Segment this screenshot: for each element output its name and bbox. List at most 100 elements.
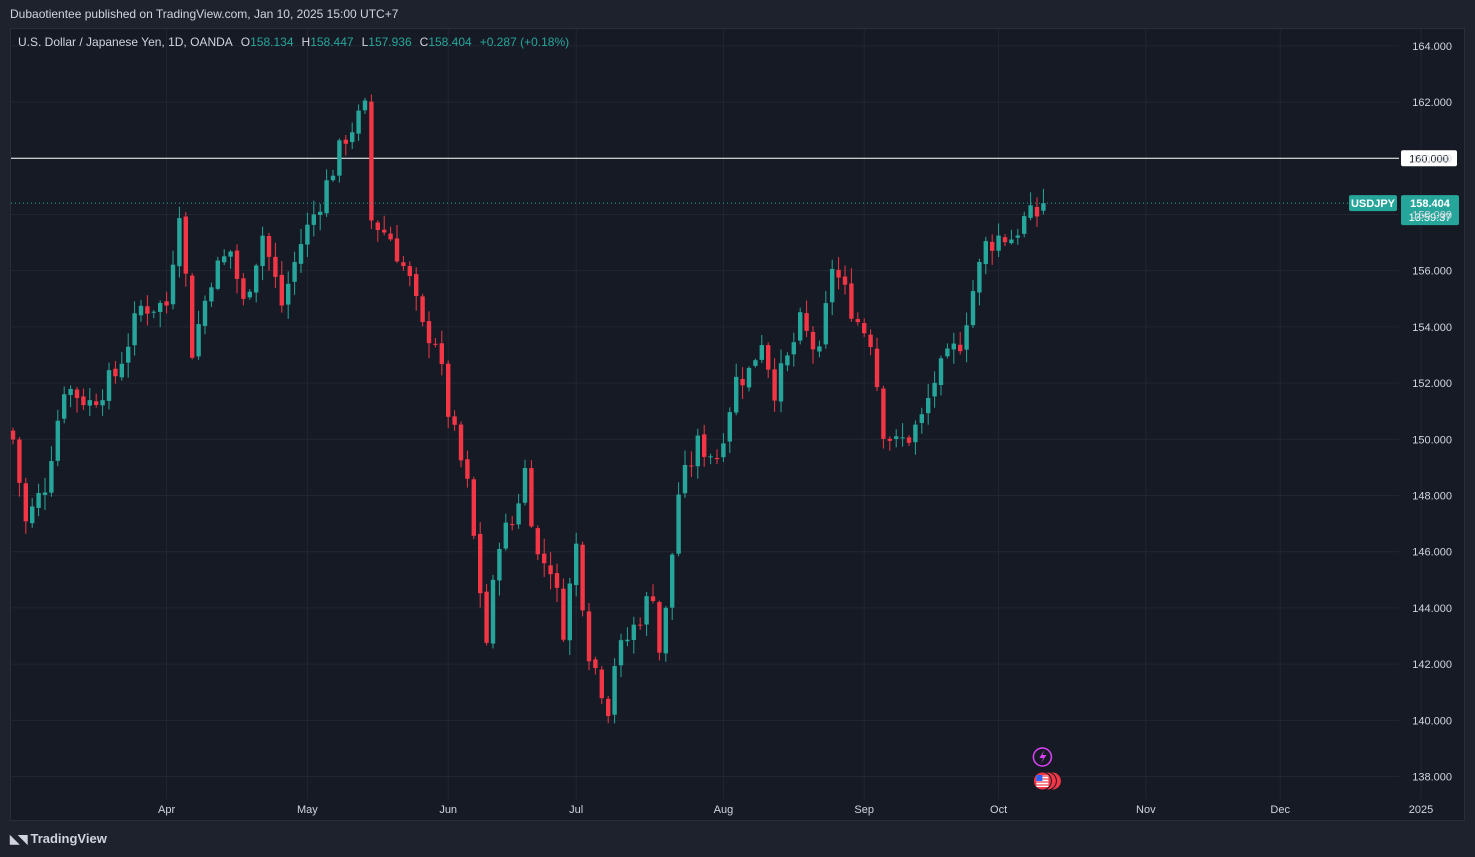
time-axis[interactable]: Apr May Jun Jul Aug Sep Oct Nov Dec 2025 — [158, 804, 1433, 816]
candle-bear — [23, 483, 28, 522]
candle-bull — [362, 100, 368, 111]
candle-bear — [580, 544, 585, 611]
price-tick-label: 162.000 — [1412, 97, 1452, 109]
candle-bull — [42, 492, 48, 495]
candle-bear — [241, 278, 246, 299]
candle-bull — [618, 640, 624, 666]
candle-bear — [478, 534, 483, 594]
candle-bear — [369, 101, 374, 221]
candle-bull — [919, 414, 924, 424]
symbol-badge — [1349, 195, 1397, 212]
candle-bear — [862, 323, 867, 334]
candle-bull — [983, 241, 988, 265]
candle-bear — [81, 396, 86, 406]
candle-bear — [113, 368, 118, 377]
candle-bear — [772, 369, 777, 401]
candle-bull — [1009, 239, 1014, 244]
level-160-label: 160.000 — [1409, 153, 1449, 165]
time-tick-label: Oct — [990, 804, 1007, 816]
candle-bull — [286, 283, 291, 305]
candle-bull — [177, 218, 182, 267]
event-markers[interactable] — [1032, 747, 1062, 791]
candle-bear — [855, 319, 860, 323]
candle-bear — [740, 378, 745, 386]
candle-bear — [388, 233, 393, 240]
tradingview-brand[interactable]: ◣◥ TradingView — [10, 831, 107, 846]
candle-bull — [1041, 203, 1046, 211]
candle-bear — [990, 241, 995, 251]
candle-bull — [625, 639, 630, 642]
candle-bear — [234, 250, 240, 279]
candle-bull — [574, 543, 579, 586]
time-tick-label: Jun — [439, 804, 457, 816]
candle-bull — [324, 180, 329, 214]
symbol-description: U.S. Dollar / Japanese Yen, 1D, OANDA — [18, 35, 233, 49]
grid — [11, 29, 1422, 799]
candle-bull — [318, 211, 323, 215]
tradingview-logo-icon: ◣◥ — [10, 831, 27, 846]
candle-bear — [10, 430, 16, 440]
candle-bear — [394, 238, 400, 262]
candle-bear — [657, 601, 662, 653]
time-tick-label: Aug — [714, 804, 734, 816]
price-tick-label: 164.000 — [1412, 41, 1452, 53]
high-label: H — [301, 35, 311, 49]
price-tick-label: 158.000 — [1412, 209, 1452, 221]
candle-bull — [356, 110, 361, 134]
candle-bear — [606, 698, 611, 717]
candle-bull — [298, 244, 304, 264]
candle-bear — [420, 296, 425, 323]
candle-bear — [273, 256, 278, 277]
candle-bull — [695, 435, 700, 467]
candle-bull — [222, 256, 227, 263]
candle-bear — [849, 283, 854, 319]
candle-bull — [1022, 216, 1027, 234]
candle-bear — [484, 591, 489, 643]
price-axis[interactable]: 164.000 162.000 160.000 158.000 156.000 154.0… — [1412, 41, 1452, 784]
time-tick-label: Dec — [1270, 804, 1290, 816]
candle-bull — [708, 456, 713, 458]
published-header: Dubaotientee published on TradingView.co… — [0, 0, 1475, 28]
horizontal-line[interactable]: 160.000 — [11, 150, 1457, 167]
candle-bear — [702, 434, 707, 458]
candle-bull — [311, 214, 316, 225]
flag-canton — [1036, 775, 1043, 781]
price-tick-label: 138.000 — [1412, 772, 1452, 784]
candle-bull — [36, 493, 41, 508]
candle-bear — [714, 458, 720, 460]
candle-bear — [510, 524, 515, 526]
candle-bull — [644, 596, 649, 625]
candle-bear — [164, 301, 169, 306]
candle-bull — [202, 300, 208, 326]
candle-bull — [87, 400, 92, 406]
candle-bear — [548, 565, 553, 575]
candle-bear — [529, 468, 534, 527]
candle-bear — [74, 389, 80, 399]
candle-bull — [778, 363, 784, 402]
candle-bear — [439, 343, 444, 365]
low-value: 157.936 — [368, 35, 412, 49]
last-price-badge — [1401, 195, 1459, 226]
candle-bear — [94, 401, 99, 405]
candle-bull — [126, 346, 131, 363]
candle-bear — [433, 343, 438, 345]
candle-bear — [836, 269, 841, 278]
candle-bull — [490, 579, 496, 644]
candle-bear — [638, 624, 643, 626]
candles — [10, 94, 1046, 724]
candle-bull — [663, 607, 668, 654]
candle-bear — [586, 611, 592, 662]
price-tick-label: 148.000 — [1412, 490, 1452, 502]
candle-bull — [337, 140, 342, 176]
symbol-legend[interactable]: U.S. Dollar / Japanese Yen, 1D, OANDA O1… — [18, 35, 573, 49]
brand-name: TradingView — [30, 831, 107, 846]
chart-pane[interactable]: 160.000 USDJPY 158.404 13:59:37 164.000 162… — [10, 28, 1465, 821]
candle-bull — [68, 388, 73, 395]
candle-bull — [734, 376, 739, 413]
candle-bull — [932, 382, 937, 397]
symbol-badge-label: USDJPY — [1351, 198, 1396, 210]
price-chart[interactable]: 160.000 USDJPY 158.404 13:59:37 164.000 162… — [10, 29, 1464, 820]
candle-bear — [471, 479, 476, 536]
candle-bull — [727, 412, 732, 442]
candle-bull — [926, 398, 931, 414]
